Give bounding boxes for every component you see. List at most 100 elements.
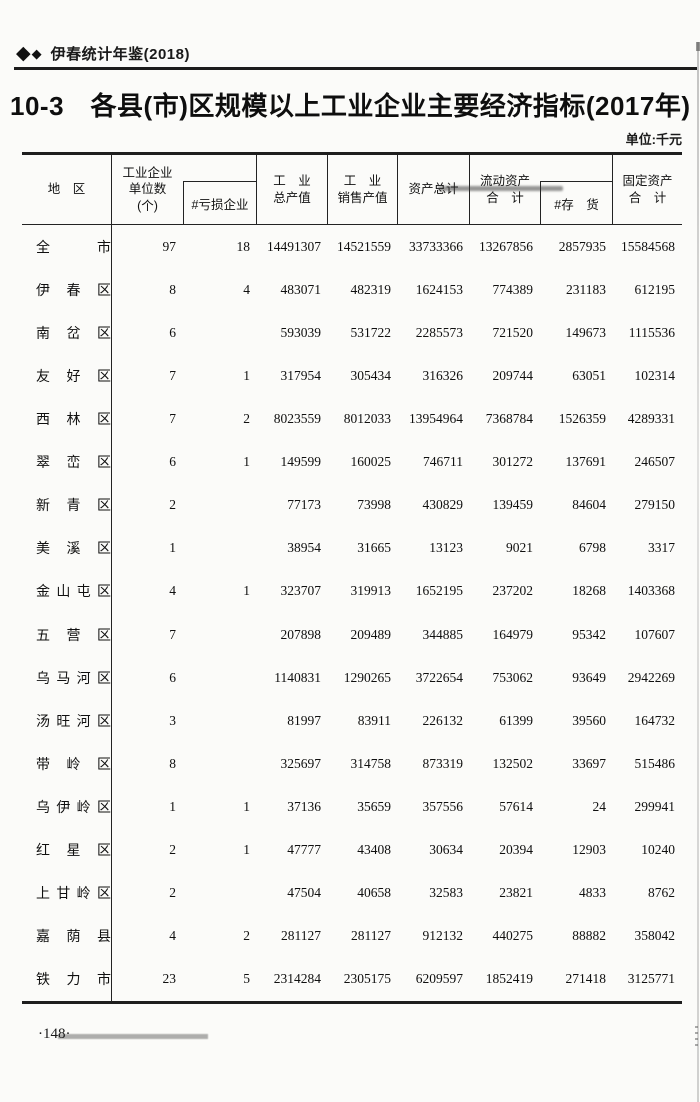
value-cell: 18268 — [572, 583, 606, 599]
page-number: ·148· — [38, 1026, 71, 1042]
region-name: 五营区 — [36, 626, 111, 643]
region-cell: 美溪区 — [22, 526, 112, 570]
table-row: 五营区 7 207898 209489 344885 164979 95342 … — [22, 612, 682, 657]
header-total-assets: 资产总计 — [398, 155, 470, 224]
value-cell: 10240 — [641, 842, 675, 858]
value-cell: 63051 — [572, 367, 606, 383]
value-cell: 319913 — [350, 583, 392, 599]
value-cell: 3125771 — [627, 971, 675, 987]
header-inventory-box: #存 货 — [540, 181, 612, 225]
region-name: 带岭区 — [36, 755, 111, 772]
value-cell: 1 — [169, 798, 176, 814]
value-cell: 314758 — [350, 755, 392, 771]
value-cell: 7 — [169, 626, 176, 642]
value-cell: 6798 — [579, 540, 606, 556]
table-row: 伊春区 8 4 483071 482319 1624153 774389 231… — [22, 268, 682, 312]
value-cell: 93649 — [572, 669, 606, 685]
value-cell: 281127 — [351, 928, 391, 944]
value-cell: 47777 — [287, 842, 321, 858]
yearbook-page: ◆ ◆ 伊春统计年鉴(2018) 10-3 各县(市)区规模以上工业企业主要经济… — [0, 42, 700, 1102]
table-row: 友好区 7 1 317954 305434 316326 209744 6305… — [22, 354, 682, 398]
value-cell: 30634 — [429, 842, 463, 858]
value-cell: 8 — [169, 281, 176, 297]
value-cell: 2 — [169, 497, 176, 513]
value-cell: 612195 — [634, 281, 676, 297]
page-banner: ◆ ◆ 伊春统计年鉴(2018) — [16, 42, 700, 64]
value-cell: 8012033 — [343, 410, 391, 426]
value-cell — [183, 613, 257, 656]
region-name: 金山屯区 — [36, 583, 111, 600]
region-cell: 乌伊岭区 — [22, 785, 112, 829]
region-name: 全市 — [36, 238, 111, 255]
value-cell: 33733366 — [409, 238, 463, 254]
value-cell: 2314284 — [273, 971, 321, 987]
value-cell: 6 — [169, 454, 176, 470]
header-inventory: #存 货 — [540, 155, 613, 225]
table-row: 汤旺河区 3 81997 83911 226132 61399 39560 16… — [22, 699, 682, 743]
region-cell: 南岔区 — [22, 311, 112, 355]
value-cell: 20394 — [499, 842, 533, 858]
value-cell: 15584568 — [621, 238, 675, 254]
page-title: 10-3 各县(市)区规模以上工业企业主要经济指标(2017年) — [10, 91, 691, 121]
region-name: 铁力市 — [36, 971, 111, 988]
value-cell: 357556 — [422, 798, 464, 814]
banner-divider — [14, 67, 697, 70]
value-cell: 1140831 — [274, 669, 321, 685]
region-name: 嘉荫县 — [36, 928, 111, 945]
value-cell: 1 — [243, 798, 250, 814]
value-cell — [183, 656, 257, 699]
value-cell: 281127 — [281, 928, 321, 944]
header-gross-label: 工 业 总产值 — [273, 174, 311, 205]
value-cell: 4833 — [579, 885, 606, 901]
header-fixed-assets: 固定资产 合 计 — [613, 155, 682, 224]
table-row: 带岭区 8 325697 314758 873319 132502 33697 … — [22, 742, 682, 786]
value-cell: 4 — [169, 928, 176, 944]
header-sales-output: 工 业 销售产值 — [328, 155, 398, 224]
region-name: 乌马河区 — [36, 669, 111, 686]
value-cell: 207898 — [280, 626, 322, 642]
value-cell: 83911 — [357, 712, 391, 728]
value-cell: 2285573 — [415, 324, 463, 340]
table-row: 全市 97 18 14491307 14521559 33733366 1326… — [22, 225, 682, 269]
value-cell: 39560 — [572, 712, 606, 728]
value-cell: 77173 — [287, 497, 321, 513]
value-cell: 2 — [243, 410, 250, 426]
value-cell: 14491307 — [267, 238, 321, 254]
header-region: 地 区 — [22, 155, 112, 224]
value-cell — [183, 484, 257, 527]
value-cell — [183, 699, 257, 742]
value-cell: 440275 — [492, 928, 534, 944]
value-cell: 271418 — [565, 971, 607, 987]
value-cell: 325697 — [280, 755, 322, 771]
value-cell: 47504 — [287, 885, 321, 901]
value-cell: 97 — [162, 238, 177, 254]
value-cell: 81997 — [287, 712, 321, 728]
value-cell: 1290265 — [343, 669, 391, 685]
value-cell: 35659 — [357, 798, 391, 814]
table-row: 乌马河区 6 1140831 1290265 3722654 753062 93… — [22, 656, 682, 700]
statistics-table: 地 区 工业企业 单位数 (个) #亏损企业 工 业 总产值 工 业 销售产值 … — [22, 152, 682, 1004]
table-row: 乌伊岭区 1 1 37136 35659 357556 57614 24 299… — [22, 785, 682, 829]
region-name: 汤旺河区 — [36, 712, 111, 729]
value-cell: 301272 — [492, 454, 534, 470]
value-cell: 32583 — [429, 885, 463, 901]
value-cell: 24 — [592, 798, 607, 814]
value-cell: 209744 — [492, 367, 534, 383]
region-name: 上甘岭区 — [36, 885, 111, 902]
value-cell — [183, 742, 257, 785]
value-cell: 9021 — [506, 540, 533, 556]
value-cell: 8 — [169, 755, 176, 771]
value-cell: 316326 — [422, 367, 464, 383]
banner-title: 伊春统计年鉴(2018) — [50, 45, 190, 63]
value-cell: 237202 — [492, 583, 534, 599]
value-cell: 1115536 — [628, 324, 675, 340]
value-cell: 102314 — [634, 367, 676, 383]
value-cell: 531722 — [350, 324, 392, 340]
value-cell: 7 — [169, 410, 176, 426]
value-cell: 13123 — [429, 540, 463, 556]
value-cell: 132502 — [492, 755, 534, 771]
value-cell: 23821 — [499, 885, 533, 901]
value-cell: 2857935 — [558, 238, 606, 254]
value-cell: 430829 — [422, 497, 464, 513]
value-cell: 231183 — [566, 281, 606, 297]
